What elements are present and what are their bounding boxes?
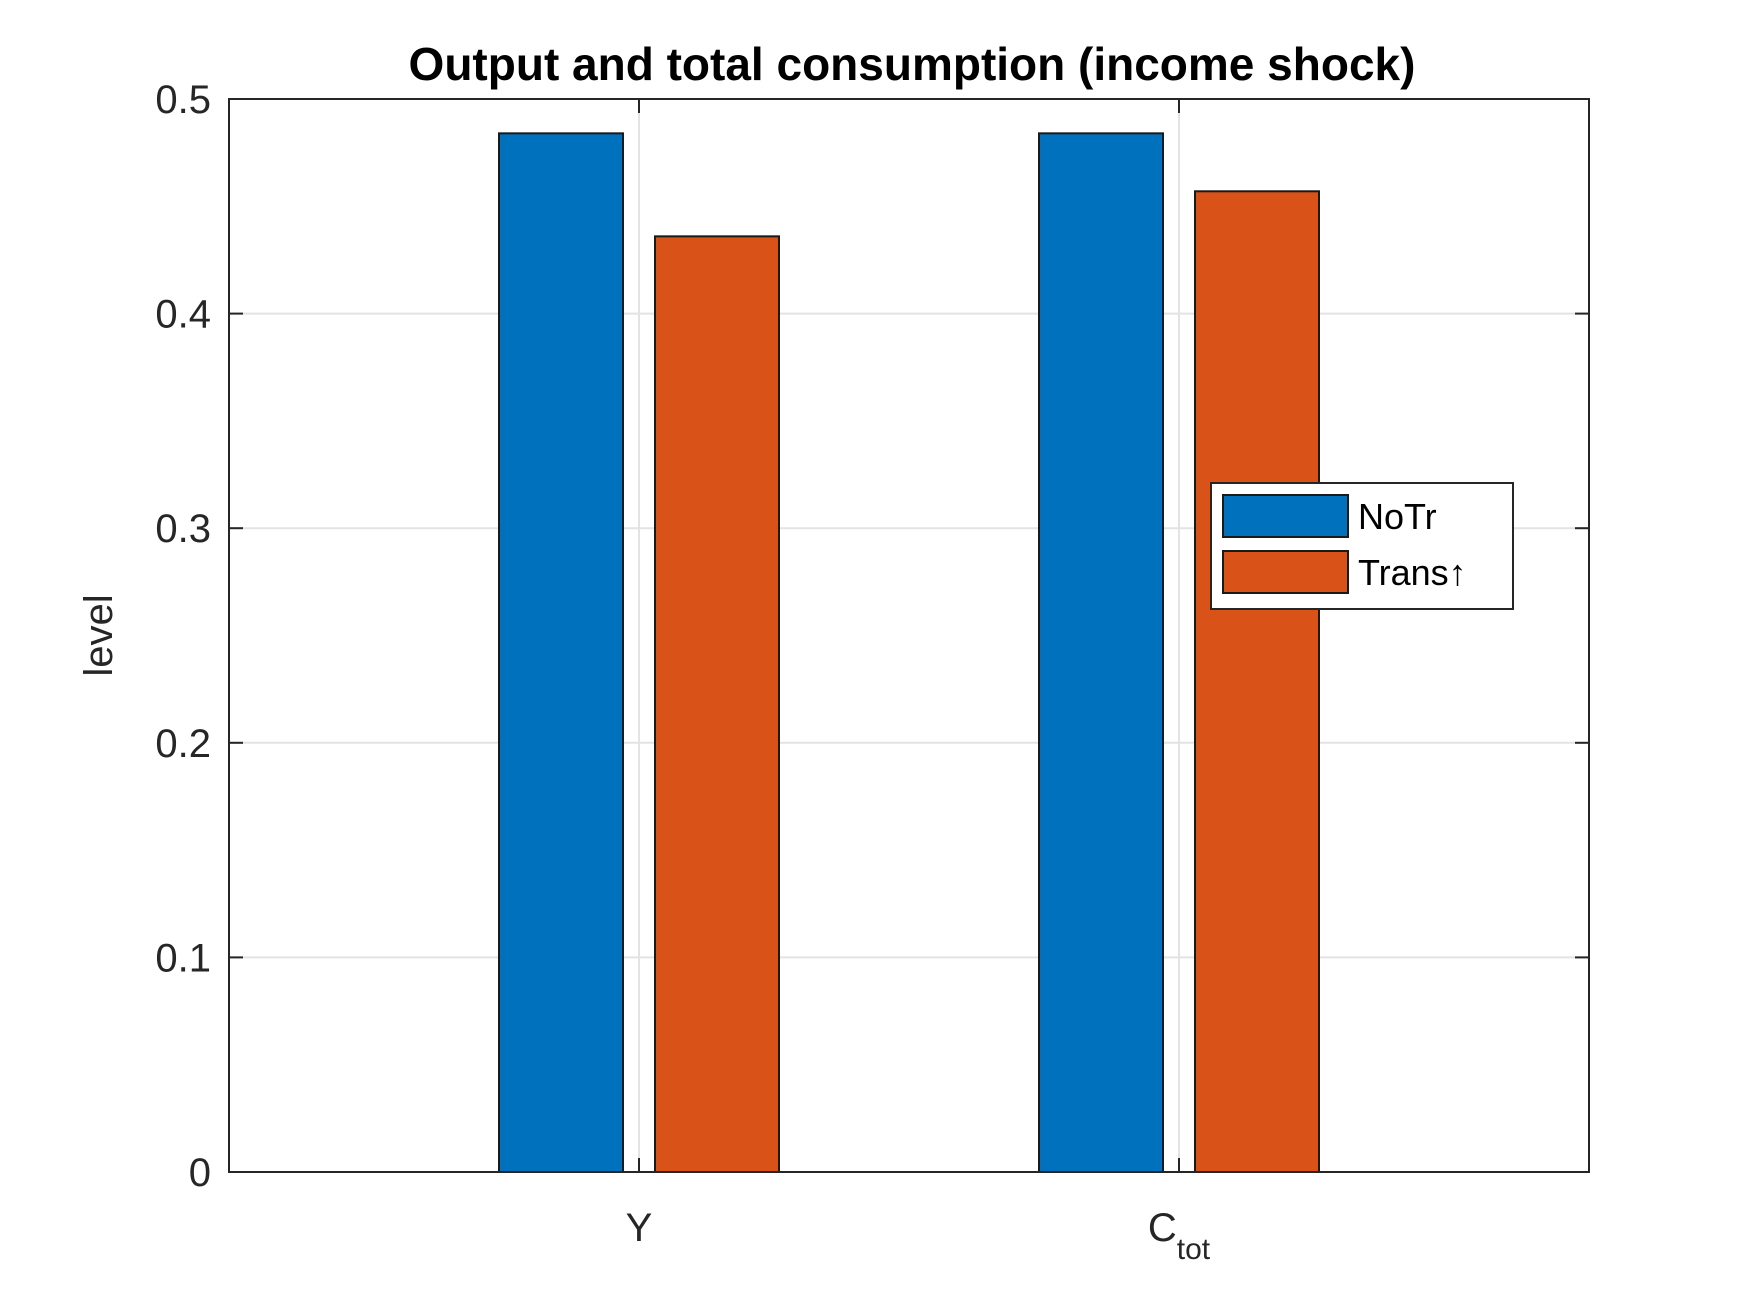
- y-tick-label: 0.2: [155, 722, 211, 766]
- y-tick-label: 0: [189, 1151, 211, 1195]
- bar-notr: [1038, 132, 1164, 1173]
- x-tick-labels: Y Ctot: [626, 1206, 1211, 1266]
- y-tick-label: 0.5: [155, 78, 211, 122]
- chart-title: Output and total consumption (income sho…: [409, 38, 1416, 90]
- y-tick-label: 0.1: [155, 936, 211, 980]
- x-tick-label: Ctot: [1148, 1206, 1211, 1266]
- axis-ticks: [229, 98, 1589, 1173]
- y-tick-label: 0.3: [155, 507, 211, 551]
- y-axis-label: level: [77, 594, 121, 676]
- y-tick-label: 0.4: [155, 293, 211, 337]
- legend: NoTr Trans↑: [1210, 482, 1514, 610]
- grid-lines: [229, 99, 1589, 1172]
- legend-swatch: [1222, 494, 1349, 538]
- bar-notr: [498, 132, 624, 1173]
- bars: [498, 132, 1320, 1173]
- y-tick-labels: 0 0.1 0.2 0.3 0.4 0.5: [155, 78, 211, 1195]
- bar-trans: [1194, 190, 1320, 1173]
- x-tick-label: Y: [626, 1206, 653, 1250]
- legend-swatch: [1222, 550, 1349, 594]
- legend-label: NoTr: [1358, 496, 1437, 537]
- bar-trans: [654, 235, 780, 1173]
- plot-frame: [228, 98, 1590, 1173]
- legend-label: Trans↑: [1358, 552, 1467, 593]
